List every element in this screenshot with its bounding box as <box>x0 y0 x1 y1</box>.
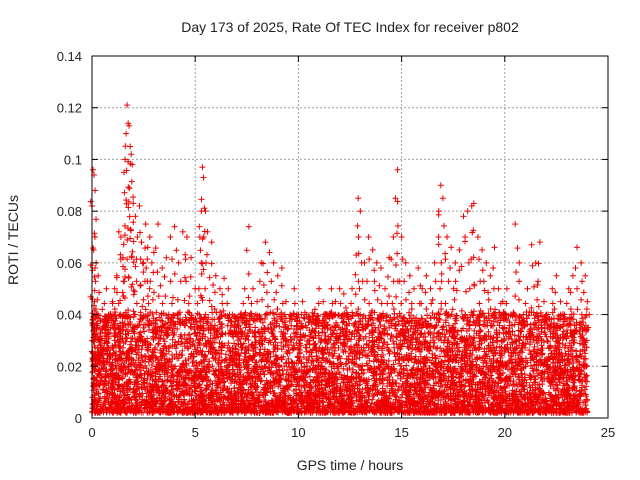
data-point <box>441 377 448 384</box>
data-point <box>462 382 469 389</box>
data-point <box>326 349 333 356</box>
data-points <box>87 102 593 416</box>
data-point <box>537 309 544 316</box>
chart-title: Day 173 of 2025, Rate Of TEC Index for r… <box>181 19 519 35</box>
data-point <box>139 342 146 349</box>
data-point <box>270 310 277 317</box>
data-point <box>261 371 268 378</box>
data-point <box>385 357 392 364</box>
data-point <box>429 350 436 357</box>
data-point <box>238 310 245 317</box>
data-point <box>490 318 497 325</box>
data-point <box>301 315 308 322</box>
data-point <box>431 339 438 346</box>
data-point <box>452 320 459 327</box>
data-point <box>276 323 283 330</box>
data-point <box>119 375 126 382</box>
data-point <box>351 320 358 327</box>
data-point <box>184 309 191 316</box>
data-point <box>148 361 155 368</box>
data-point <box>348 336 355 343</box>
data-point <box>400 314 407 321</box>
data-point <box>480 321 487 328</box>
data-point <box>279 367 286 374</box>
data-point <box>155 340 162 347</box>
data-point <box>319 378 326 385</box>
data-point <box>188 324 195 331</box>
data-point <box>565 356 572 363</box>
data-point <box>168 383 175 390</box>
data-point <box>583 383 590 390</box>
data-point <box>165 311 172 318</box>
data-point <box>386 373 393 380</box>
data-point <box>391 310 398 317</box>
data-point <box>215 381 222 388</box>
data-point <box>528 351 535 358</box>
data-point <box>381 339 388 346</box>
data-point <box>217 321 224 328</box>
data-point <box>477 327 484 334</box>
data-point <box>231 385 238 392</box>
data-point <box>263 310 270 317</box>
data-point <box>397 362 404 369</box>
data-point <box>419 315 426 322</box>
data-point <box>150 357 157 364</box>
data-point <box>213 309 220 316</box>
data-point <box>269 330 276 337</box>
data-point <box>275 383 282 390</box>
